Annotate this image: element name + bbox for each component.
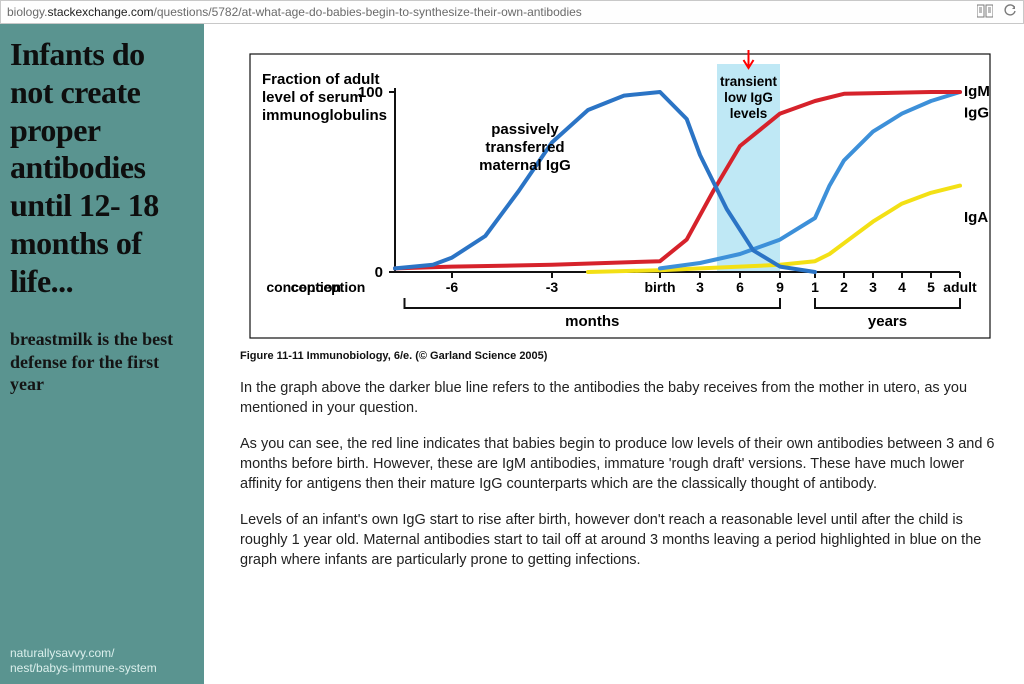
paragraph: As you can see, the red line indicates t… <box>240 434 1008 494</box>
url-domain: stackexchange.com <box>47 5 153 19</box>
sidebar-headline: Infants do not create proper antibodies … <box>10 36 194 300</box>
main-content: 0100Fraction of adultlevel of serumimmun… <box>204 24 1024 684</box>
svg-text:months: months <box>565 313 619 330</box>
url-path: /questions/5782/at-what-age-do-babies-be… <box>154 5 582 19</box>
reader-mode-icon[interactable] <box>977 4 993 21</box>
svg-text:0: 0 <box>375 264 383 281</box>
svg-text:transferred: transferred <box>485 139 564 156</box>
sidebar: Infants do not create proper antibodies … <box>0 24 204 684</box>
browser-url-bar: biology.stackexchange.com/questions/5782… <box>0 0 1024 24</box>
svg-text:5: 5 <box>927 279 935 295</box>
svg-text:maternal IgG: maternal IgG <box>479 157 571 174</box>
svg-text:9: 9 <box>776 279 784 295</box>
svg-text:conception: conception <box>291 279 366 295</box>
svg-text:2: 2 <box>840 279 848 295</box>
url-prefix: biology. <box>7 5 47 19</box>
svg-text:IgM: IgM <box>964 83 990 100</box>
svg-text:immunoglobulins: immunoglobulins <box>262 107 387 124</box>
paragraph: Levels of an infant's own IgG start to r… <box>240 510 1008 570</box>
svg-text:1: 1 <box>811 279 819 295</box>
svg-text:IgG: IgG <box>964 105 989 122</box>
svg-text:birth: birth <box>644 279 675 295</box>
svg-text:transient: transient <box>720 74 778 89</box>
paragraph: In the graph above the darker blue line … <box>240 378 1008 418</box>
svg-text:-3: -3 <box>546 279 559 295</box>
svg-text:years: years <box>868 313 907 330</box>
svg-text:levels: levels <box>730 106 768 121</box>
svg-text:4: 4 <box>898 279 906 295</box>
svg-text:level of serum: level of serum <box>262 89 363 106</box>
svg-text:3: 3 <box>696 279 704 295</box>
svg-text:low IgG: low IgG <box>724 90 773 105</box>
reload-icon[interactable] <box>1003 4 1017 21</box>
sidebar-subhead: breastmilk is the best defense for the f… <box>10 328 194 396</box>
sidebar-credit: naturallysavvy.com/nest/babys-immune-sys… <box>10 646 157 676</box>
figure-caption: Figure 11-11 Immunobiology, 6/e. (© Garl… <box>240 350 1008 362</box>
svg-text:Fraction of adult: Fraction of adult <box>262 71 380 88</box>
article-body: In the graph above the darker blue line … <box>240 378 1008 570</box>
svg-text:adult: adult <box>943 279 977 295</box>
immunoglobulin-chart: 0100Fraction of adultlevel of serumimmun… <box>240 46 1000 346</box>
svg-text:6: 6 <box>736 279 744 295</box>
svg-text:-6: -6 <box>446 279 459 295</box>
svg-text:3: 3 <box>869 279 877 295</box>
svg-text:IgA: IgA <box>964 209 988 226</box>
svg-text:passively: passively <box>491 121 559 138</box>
